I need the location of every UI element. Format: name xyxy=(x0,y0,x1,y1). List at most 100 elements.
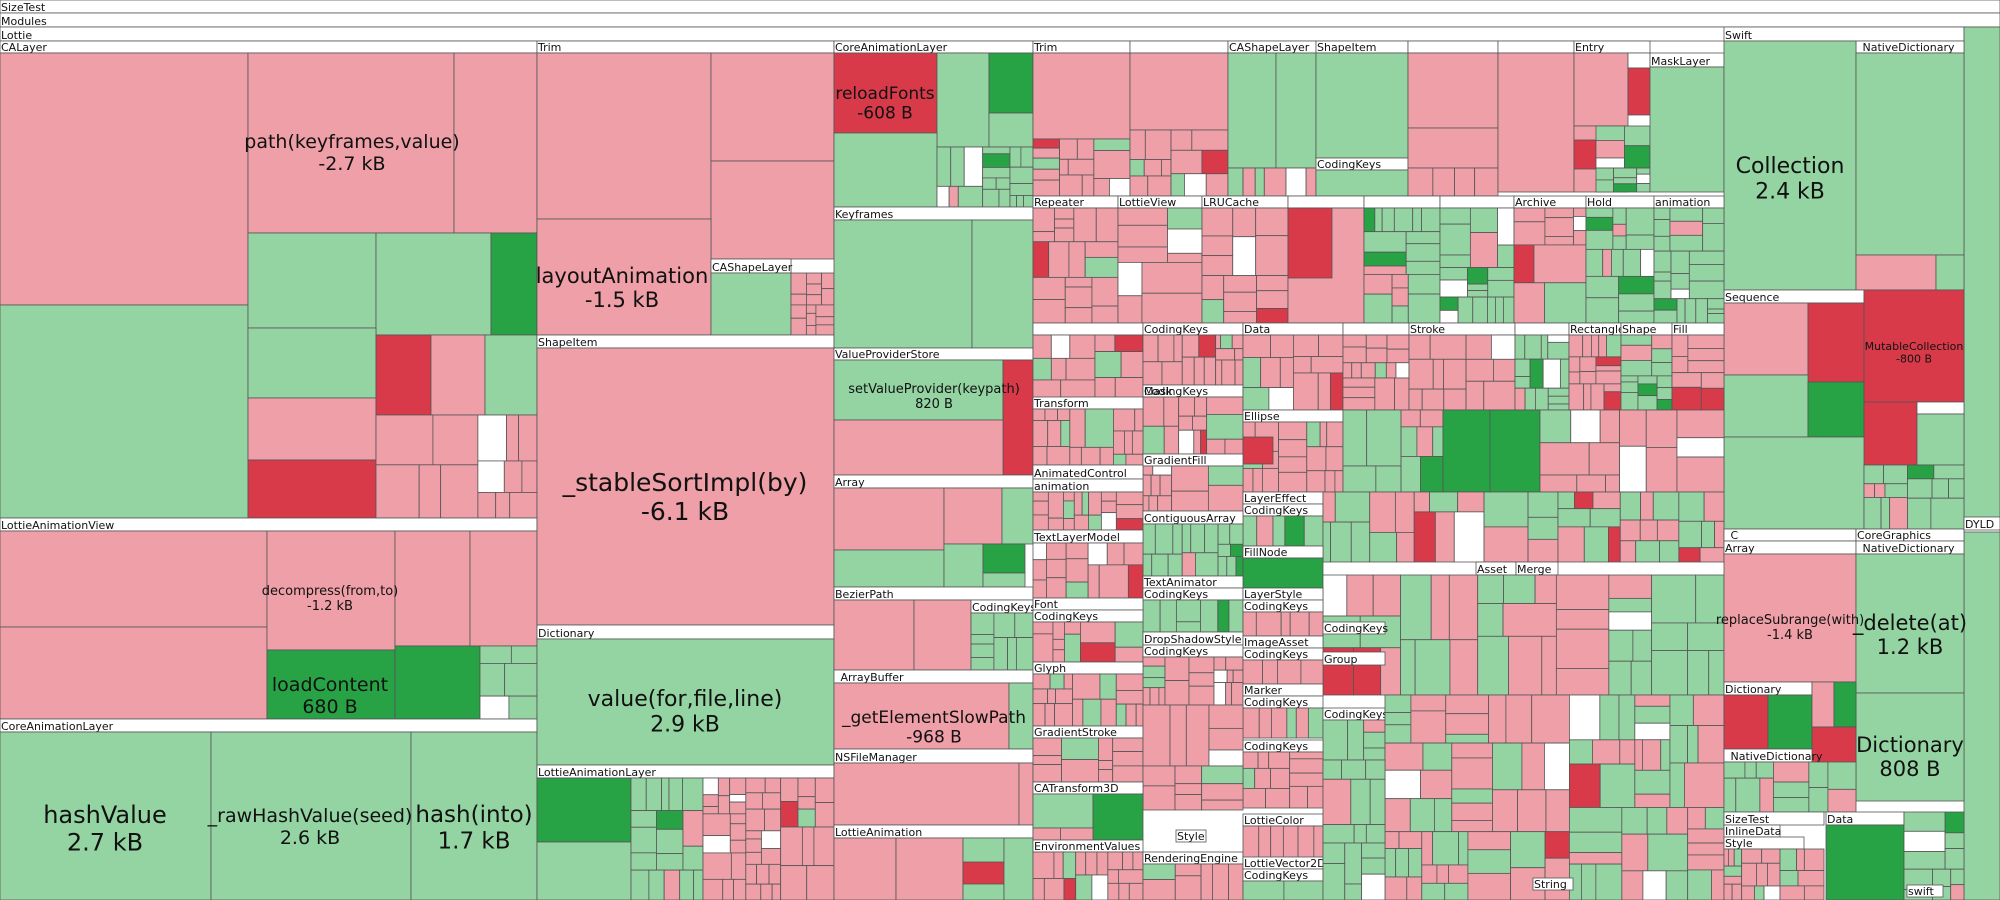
treemap-cell[interactable] xyxy=(1741,848,1763,864)
treemap-cell[interactable] xyxy=(982,188,1000,208)
treemap-cell[interactable] xyxy=(1059,158,1069,176)
treemap-cell[interactable] xyxy=(988,112,1034,148)
treemap-cell[interactable] xyxy=(536,841,632,900)
treemap-cell[interactable] xyxy=(1365,824,1386,844)
treemap-cell[interactable] xyxy=(1225,682,1233,706)
group-header[interactable] xyxy=(1532,877,1574,891)
treemap-cell[interactable] xyxy=(1669,220,1704,236)
treemap-cell[interactable] xyxy=(1256,308,1289,324)
treemap-cell[interactable] xyxy=(536,777,632,843)
treemap-cell[interactable] xyxy=(764,777,782,794)
treemap-cell[interactable] xyxy=(479,645,512,664)
treemap-cell[interactable] xyxy=(1278,471,1308,493)
treemap-cell[interactable] xyxy=(833,682,1010,750)
treemap-cell[interactable] xyxy=(1032,179,1060,197)
treemap-cell[interactable] xyxy=(1457,296,1474,324)
treemap-cell[interactable] xyxy=(1213,669,1228,683)
treemap-cell[interactable] xyxy=(1568,763,1601,808)
treemap-cell[interactable] xyxy=(1779,870,1799,887)
treemap-cell[interactable] xyxy=(1361,842,1386,859)
treemap-cell[interactable] xyxy=(1353,824,1367,844)
treemap-cell[interactable] xyxy=(1640,491,1654,521)
treemap-cell[interactable] xyxy=(630,777,647,812)
treemap-cell[interactable] xyxy=(1201,255,1234,277)
treemap-cell[interactable] xyxy=(1723,865,1743,877)
treemap-cell[interactable] xyxy=(1234,359,1244,386)
treemap-cell[interactable] xyxy=(1147,175,1172,197)
treemap-cell[interactable] xyxy=(1230,543,1244,557)
treemap-cell[interactable] xyxy=(1448,574,1479,641)
treemap-cell[interactable] xyxy=(780,826,803,867)
treemap-cell[interactable] xyxy=(1635,540,1660,563)
treemap-cell[interactable] xyxy=(1167,553,1183,577)
treemap-cell[interactable] xyxy=(1687,854,1725,871)
treemap-cell[interactable] xyxy=(1334,470,1344,493)
treemap-cell[interactable] xyxy=(1217,543,1231,557)
group-header[interactable] xyxy=(1407,40,1499,54)
treemap-cell[interactable] xyxy=(1384,694,1412,714)
treemap-cell[interactable] xyxy=(1676,437,1725,458)
group-header[interactable] xyxy=(1363,195,1441,209)
treemap-cell[interactable] xyxy=(1261,467,1279,493)
treemap-cell[interactable] xyxy=(1583,383,1592,411)
treemap-cell[interactable] xyxy=(1217,556,1228,577)
treemap-cell[interactable] xyxy=(1172,523,1183,555)
treemap-cell[interactable] xyxy=(1573,52,1629,127)
treemap-cell[interactable] xyxy=(1169,704,1187,767)
group-header[interactable] xyxy=(1497,40,1575,54)
treemap-cell[interactable] xyxy=(1158,687,1166,706)
treemap-cell[interactable] xyxy=(1707,313,1725,324)
treemap-cell[interactable] xyxy=(432,414,479,466)
treemap-cell[interactable] xyxy=(982,177,997,190)
treemap-cell[interactable] xyxy=(1451,742,1493,759)
treemap-cell[interactable] xyxy=(1167,207,1203,230)
treemap-cell[interactable] xyxy=(1622,248,1642,277)
treemap-cell[interactable] xyxy=(1676,456,1725,493)
treemap-cell[interactable] xyxy=(1585,207,1614,218)
treemap-cell[interactable] xyxy=(521,460,538,493)
treemap-cell[interactable] xyxy=(1306,446,1327,472)
treemap-cell[interactable] xyxy=(477,414,507,462)
treemap-cell[interactable] xyxy=(1032,851,1055,879)
treemap-cell[interactable] xyxy=(1671,334,1689,357)
treemap-cell[interactable] xyxy=(717,795,731,815)
treemap-cell[interactable] xyxy=(1279,357,1294,389)
group-header[interactable] xyxy=(1723,26,1965,42)
treemap-cell[interactable] xyxy=(1555,609,1610,630)
treemap-cell[interactable] xyxy=(1193,429,1202,455)
treemap-cell[interactable] xyxy=(1363,747,1386,761)
treemap-cell[interactable] xyxy=(1744,761,1757,779)
treemap-cell[interactable] xyxy=(1300,659,1324,685)
treemap-cell[interactable] xyxy=(1711,869,1725,900)
treemap-cell[interactable] xyxy=(418,464,442,519)
treemap-cell[interactable] xyxy=(1347,719,1365,761)
group-header[interactable] xyxy=(1032,322,1144,336)
treemap-cell[interactable] xyxy=(1483,491,1529,528)
treemap-cell[interactable] xyxy=(1432,831,1459,866)
treemap-cell[interactable] xyxy=(761,848,782,865)
treemap-cell[interactable] xyxy=(1527,491,1559,518)
treemap-cell[interactable] xyxy=(729,823,747,841)
treemap-cell[interactable] xyxy=(1192,415,1208,431)
treemap-cell[interactable] xyxy=(1454,167,1476,197)
treemap-cell[interactable] xyxy=(1201,235,1234,257)
treemap-cell[interactable] xyxy=(1032,579,1047,599)
treemap-cell[interactable] xyxy=(1467,872,1512,900)
treemap-cell[interactable] xyxy=(661,777,670,812)
treemap-cell[interactable] xyxy=(1125,703,1137,727)
treemap-cell[interactable] xyxy=(484,334,538,416)
treemap-cell[interactable] xyxy=(1046,542,1067,560)
treemap-cell[interactable] xyxy=(1591,334,1600,358)
treemap-cell[interactable] xyxy=(430,334,486,416)
treemap-cell[interactable] xyxy=(509,492,538,519)
treemap-cell[interactable] xyxy=(1115,690,1144,705)
treemap-cell[interactable] xyxy=(1100,491,1117,502)
treemap-cell[interactable] xyxy=(1656,519,1680,542)
treemap-cell[interactable] xyxy=(1135,703,1144,727)
treemap-cell[interactable] xyxy=(1342,409,1368,467)
treemap-cell[interactable] xyxy=(833,837,897,900)
treemap-cell[interactable] xyxy=(1132,851,1144,871)
treemap-cell[interactable] xyxy=(833,549,945,588)
treemap-cell[interactable] xyxy=(1619,739,1636,765)
treemap-cell[interactable] xyxy=(1061,759,1099,783)
